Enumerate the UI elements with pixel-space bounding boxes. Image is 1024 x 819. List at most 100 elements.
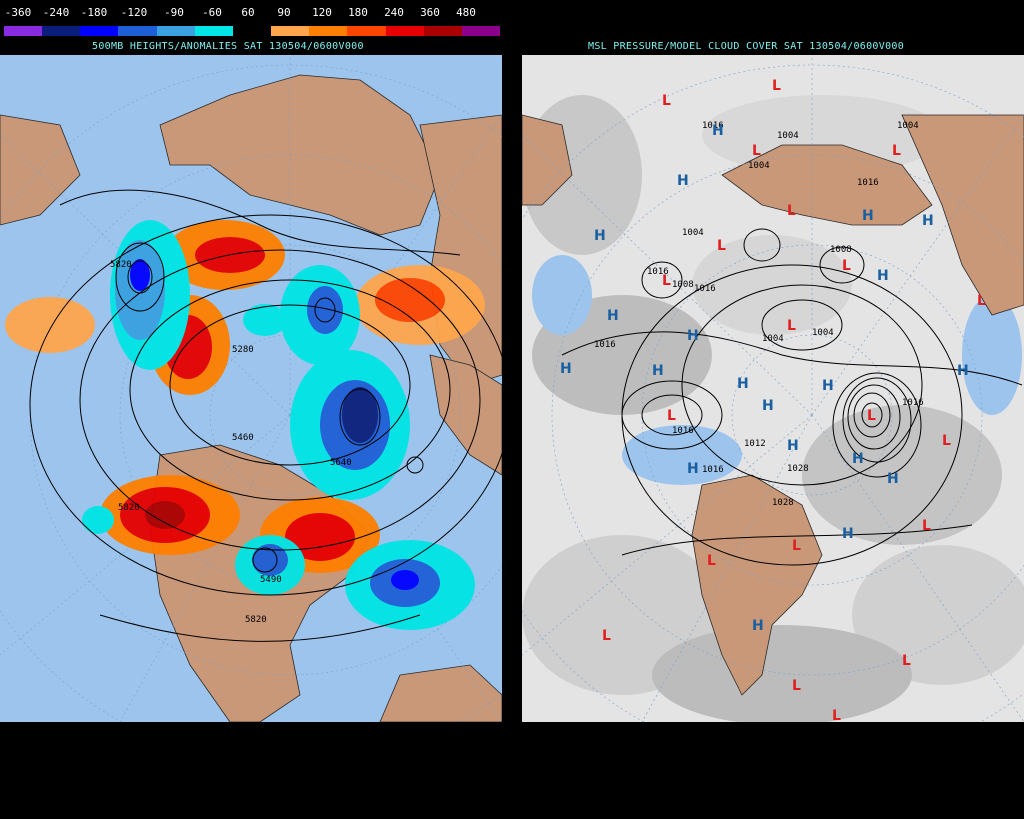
- isobar-label: 1016: [694, 284, 716, 294]
- isobar-label: 1008: [672, 280, 694, 290]
- low-pressure-marker: L: [792, 678, 801, 694]
- legend-swatch: [271, 26, 310, 36]
- legend-swatch: [194, 26, 233, 36]
- legend-tick-label: 120: [312, 6, 332, 19]
- left-panel-title: 500MB HEIGHTS/ANOMALIES SAT 130504/0600V…: [92, 41, 364, 52]
- legend-tick-label: -240: [42, 6, 70, 19]
- isobar-label: 1016: [702, 465, 724, 475]
- low-pressure-marker: L: [867, 408, 876, 424]
- height-contours: [29, 189, 502, 642]
- isobar-label: 1012: [744, 439, 766, 449]
- legend-swatch: [461, 26, 501, 36]
- panel-divider: [502, 0, 522, 819]
- isobar-label: 1016: [647, 267, 669, 277]
- high-pressure-marker: H: [922, 213, 934, 229]
- isobar-label: 1028: [787, 464, 809, 474]
- contour-label: 5460: [232, 433, 254, 443]
- low-pressure-marker: L: [922, 518, 931, 534]
- legend-swatch: [309, 26, 348, 36]
- high-pressure-marker: H: [607, 308, 619, 324]
- isobar-label: 1004: [897, 121, 919, 131]
- high-pressure-marker: H: [687, 461, 699, 477]
- low-pressure-marker: L: [942, 433, 951, 449]
- isobar-label: 1016: [702, 121, 724, 131]
- low-pressure-marker: L: [662, 93, 671, 109]
- low-pressure-marker: L: [792, 538, 801, 554]
- low-pressure-marker: L: [977, 293, 986, 309]
- high-pressure-marker: H: [677, 173, 689, 189]
- high-pressure-marker: H: [752, 618, 764, 634]
- isobar-label: 1004: [777, 131, 799, 141]
- low-pressure-marker: L: [717, 238, 726, 254]
- lat-lon-grid: [522, 55, 1024, 722]
- contour-label: 5820: [245, 615, 267, 625]
- legend-tick-label: -360: [4, 6, 32, 19]
- isobar-label: 1016: [902, 398, 924, 408]
- low-pressure-marker: L: [842, 258, 851, 274]
- high-pressure-marker: H: [887, 471, 899, 487]
- heights-anomaly-map: 5820 5280 5460 5640 5820 5490 5820: [0, 55, 502, 722]
- low-pressure-marker: L: [892, 143, 901, 159]
- high-pressure-marker: H: [822, 378, 834, 394]
- isobar-label: 1004: [682, 228, 704, 238]
- anomaly-color-legend: -360 -240 -180 -120 -90 -60 60 90 120 18…: [4, 6, 501, 36]
- contour-label: 5820: [110, 260, 132, 270]
- legend-tick-label: 90: [277, 6, 291, 19]
- legend-tick-label: -180: [80, 6, 108, 19]
- isobar-label: 1016: [672, 426, 694, 436]
- legend-swatch: [42, 26, 81, 36]
- contour-label: 5640: [330, 458, 352, 468]
- low-pressure-marker: L: [787, 318, 796, 334]
- high-pressure-marker: H: [842, 526, 854, 542]
- legend-swatch: [423, 26, 462, 36]
- legend-tick-label: -120: [120, 6, 148, 19]
- low-pressure-marker: L: [752, 143, 761, 159]
- legend-swatch: [4, 26, 43, 36]
- legend-swatch: [385, 26, 424, 36]
- low-pressure-marker: L: [667, 408, 676, 424]
- legend-swatch: [156, 26, 195, 36]
- isobar-label: 1004: [748, 161, 770, 171]
- isobar-label: 1004: [812, 328, 834, 338]
- legend-swatch: [347, 26, 386, 36]
- legend-swatch: [232, 26, 272, 36]
- isobar-label: 1016: [594, 340, 616, 350]
- legend-swatch: [118, 26, 157, 36]
- legend-tick-label: 60: [241, 6, 255, 19]
- right-panel-title: MSL PRESSURE/MODEL CLOUD COVER SAT 13050…: [588, 41, 905, 52]
- high-pressure-marker: H: [762, 398, 774, 414]
- low-pressure-marker: L: [832, 708, 841, 722]
- high-pressure-marker: H: [687, 328, 699, 344]
- high-pressure-marker: H: [957, 363, 969, 379]
- low-pressure-marker: L: [902, 653, 911, 669]
- contour-label: 5490: [260, 575, 282, 585]
- msl-pressure-cloud-map: 1016 1004 1004 1004 1016 1004 1016 1008 …: [522, 55, 1024, 722]
- low-pressure-marker: L: [602, 628, 611, 644]
- legend-tick-label: -60: [202, 6, 222, 19]
- isobars: [561, 228, 1023, 566]
- legend-tick-label: 180: [348, 6, 368, 19]
- low-pressure-marker: L: [707, 553, 716, 569]
- legend-tick-label: 480: [456, 6, 476, 19]
- high-pressure-marker: H: [652, 363, 664, 379]
- anomaly-fills: [5, 220, 485, 630]
- isobar-label: 1016: [857, 178, 879, 188]
- legend-tick-label: -90: [164, 6, 184, 19]
- legend-tick-label: 360: [420, 6, 440, 19]
- msl-pressure-cloud-map-graphic: 1016 1004 1004 1004 1016 1004 1016 1008 …: [522, 55, 1024, 722]
- high-pressure-marker: H: [594, 228, 606, 244]
- high-pressure-marker: H: [877, 268, 889, 284]
- land-masses: [522, 114, 1024, 696]
- high-pressure-marker: H: [560, 361, 572, 377]
- high-pressure-marker: H: [852, 451, 864, 467]
- high-pressure-marker: H: [712, 123, 724, 139]
- low-pressure-marker: L: [787, 203, 796, 219]
- high-pressure-marker: H: [737, 376, 749, 392]
- high-pressure-marker: H: [787, 438, 799, 454]
- isobar-label: 1028: [772, 498, 794, 508]
- low-pressure-marker: L: [772, 78, 781, 94]
- contour-label: 5280: [232, 345, 254, 355]
- isobar-label: 1004: [762, 334, 784, 344]
- legend-swatch-row: [4, 26, 501, 36]
- heights-anomaly-map-graphic: 5820 5280 5460 5640 5820 5490 5820: [0, 55, 502, 722]
